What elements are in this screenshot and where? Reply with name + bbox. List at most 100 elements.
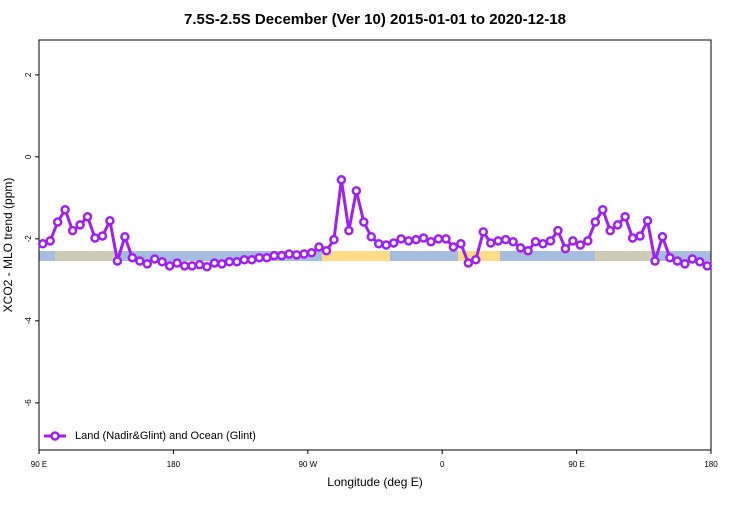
x-tick-label: 180 (704, 460, 718, 469)
point (194, 259, 205, 270)
chart-title: 7.5S-2.5S December (Ver 10) 2015-01-01 t… (184, 11, 566, 28)
point (620, 211, 630, 222)
point (418, 233, 429, 243)
point (291, 250, 302, 260)
land-band (458, 251, 500, 261)
point (164, 261, 175, 271)
point (508, 236, 518, 247)
point (493, 236, 503, 246)
y-axis-label: XCO2 - MLO trend (ppm) (1, 178, 15, 313)
point (157, 257, 167, 267)
x-tick-label: 90 E (568, 460, 584, 469)
point (217, 259, 227, 269)
point (665, 252, 675, 263)
point (351, 186, 362, 196)
point (60, 204, 70, 215)
x-axis-label: Longitude (deg E) (327, 475, 422, 489)
point (299, 249, 309, 259)
point (605, 225, 615, 236)
point (187, 261, 197, 271)
point (112, 256, 123, 266)
point (336, 175, 347, 185)
point (314, 242, 324, 252)
point (381, 240, 391, 250)
point (37, 239, 48, 249)
point (553, 225, 563, 236)
point (224, 257, 235, 267)
point (448, 242, 459, 252)
point (575, 240, 586, 250)
point (560, 243, 571, 254)
point (82, 211, 93, 222)
y-tick-label: 2 (24, 72, 33, 77)
point (672, 256, 683, 266)
point (172, 258, 182, 268)
land-band (595, 251, 655, 261)
y-tick-label: -6 (24, 399, 33, 407)
point (67, 225, 78, 236)
point (433, 234, 444, 244)
land-band (322, 251, 390, 261)
point (135, 256, 145, 266)
point (530, 236, 541, 247)
point (120, 232, 130, 242)
point (411, 234, 421, 245)
point (583, 236, 593, 246)
point (90, 233, 100, 243)
point (523, 245, 533, 256)
point (209, 258, 220, 268)
point (75, 220, 85, 230)
point (261, 252, 272, 263)
point (463, 258, 474, 268)
point (590, 217, 601, 227)
point (545, 236, 556, 246)
point (687, 254, 698, 264)
y-tick-label: -4 (24, 317, 33, 325)
point (329, 234, 339, 245)
point (306, 248, 317, 258)
point (202, 261, 212, 272)
point (627, 233, 638, 243)
point (635, 231, 645, 241)
point (97, 231, 108, 241)
land-band (55, 251, 115, 261)
point (366, 232, 377, 242)
point (500, 234, 511, 245)
point (388, 238, 399, 248)
y-tick-label: -2 (24, 235, 33, 243)
y-tick-label: 0 (24, 154, 33, 159)
point (276, 250, 287, 261)
point (254, 252, 265, 263)
point (403, 236, 414, 246)
point (456, 239, 466, 249)
point (321, 245, 332, 256)
x-tick-label: 180 (167, 460, 181, 469)
point (105, 216, 115, 226)
point (515, 243, 526, 253)
point (269, 250, 279, 261)
point (568, 236, 578, 246)
point (284, 249, 294, 259)
legend-label: Land (Nadir&Glint) and Ocean (Glint) (75, 430, 256, 442)
x-tick-label: 90 E (31, 460, 47, 469)
point (642, 216, 653, 226)
point (695, 257, 705, 267)
point (52, 217, 63, 227)
point (232, 257, 242, 267)
point (45, 236, 55, 246)
point (239, 255, 250, 265)
point (478, 227, 489, 237)
point (179, 261, 190, 271)
point (485, 238, 496, 248)
point (247, 255, 257, 265)
point (344, 225, 354, 236)
point (657, 232, 668, 242)
point (441, 234, 451, 244)
legend-marker (50, 431, 60, 441)
x-tick-label: 90 W (298, 460, 317, 469)
point (597, 204, 608, 215)
point (149, 254, 160, 264)
point (680, 259, 690, 269)
